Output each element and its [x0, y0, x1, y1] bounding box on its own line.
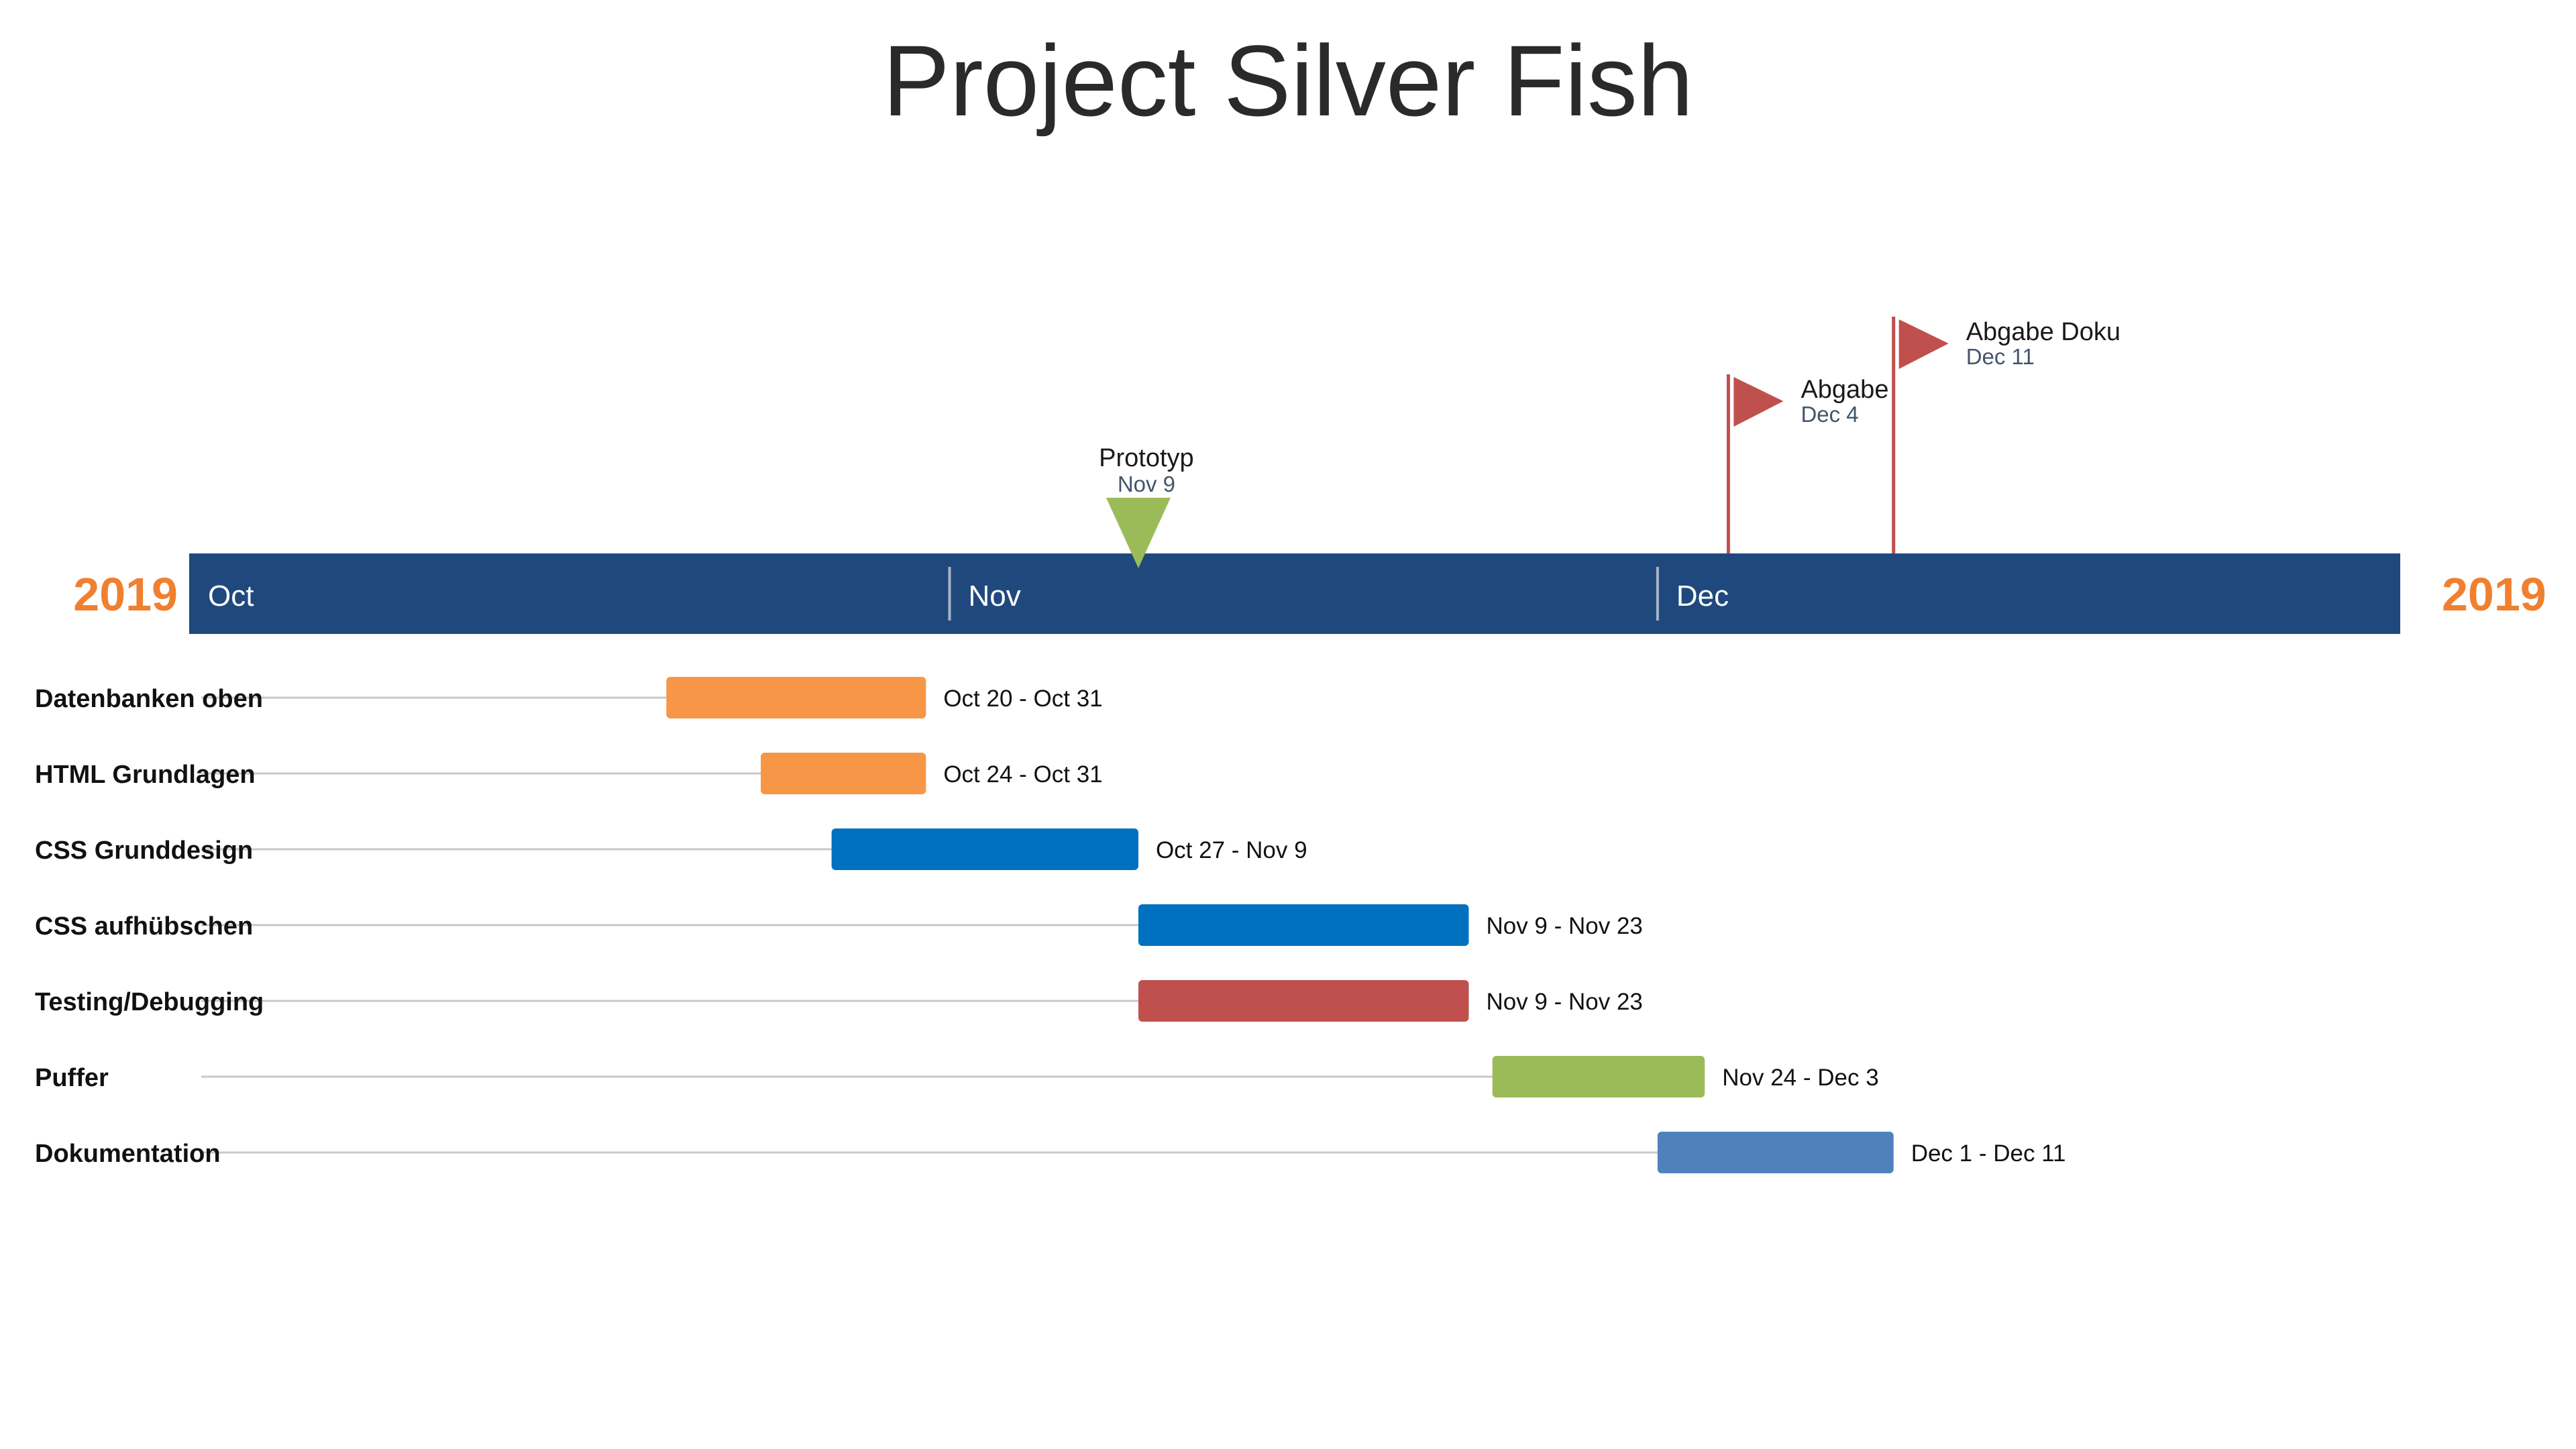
task-name: CSS aufhübschen [35, 912, 253, 941]
task-bar [1492, 1056, 1705, 1097]
month-label: Dec [1676, 580, 1729, 612]
task-bar [666, 677, 926, 718]
milestone-date: Dec 4 [1801, 402, 1858, 427]
milestone-name: Prototyp [1099, 444, 1194, 472]
flag-icon [1733, 377, 1784, 427]
task-bar [1657, 1132, 1894, 1173]
milestone-name: Abgabe Doku [1966, 318, 2121, 346]
timeline-axis-bar [189, 553, 2400, 634]
month-label: Oct [208, 580, 254, 612]
task-date-label: Nov 9 - Nov 23 [1486, 913, 1642, 939]
task-date-label: Oct 24 - Oct 31 [943, 761, 1102, 788]
task-name: Testing/Debugging [35, 988, 264, 1016]
milestone-marker-triangle [1106, 498, 1171, 568]
task-date-label: Oct 20 - Oct 31 [943, 686, 1102, 712]
task-name: HTML Grundlagen [35, 761, 256, 789]
task-name: Puffer [35, 1064, 109, 1092]
task-bar [1138, 980, 1469, 1022]
task-name: CSS Grunddesign [35, 837, 253, 865]
milestone-name: Abgabe [1801, 376, 1888, 404]
task-bar [1138, 904, 1469, 946]
chart-title: Project Silver Fish [882, 24, 1694, 137]
task-bar [761, 753, 926, 794]
year-label-left: 2019 [73, 568, 178, 621]
task-name: Datenbanken oben [35, 685, 263, 713]
milestone-date: Dec 11 [1966, 344, 2035, 369]
milestone-date: Nov 9 [1118, 472, 1175, 496]
task-date-label: Dec 1 - Dec 11 [1911, 1140, 2066, 1167]
flag-icon [1898, 319, 1949, 369]
year-label-right: 2019 [2442, 568, 2546, 621]
task-name: Dokumentation [35, 1140, 221, 1168]
task-bar [831, 828, 1138, 870]
task-date-label: Nov 9 - Nov 23 [1486, 989, 1642, 1015]
task-date-label: Oct 27 - Nov 9 [1156, 837, 1307, 863]
month-label: Nov [969, 580, 1021, 612]
task-date-label: Nov 24 - Dec 3 [1722, 1065, 1878, 1091]
